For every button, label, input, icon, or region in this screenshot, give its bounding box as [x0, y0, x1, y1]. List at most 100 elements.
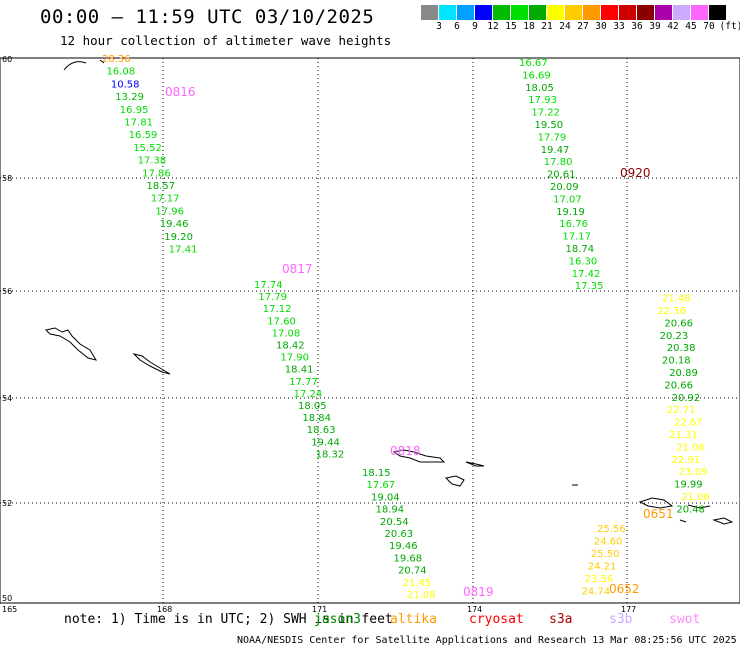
wave-height-value: 18.05: [525, 83, 554, 94]
wave-height-value: 19.99: [674, 480, 703, 491]
wave-height-value: 21.06: [676, 442, 705, 453]
wave-height-value: 17.79: [258, 292, 287, 303]
island-aleutian-h: [679, 519, 687, 523]
wave-height-value: 21.31: [669, 430, 698, 441]
wave-height-value: 18.84: [302, 413, 331, 424]
wave-height-value: 17.80: [544, 157, 573, 168]
wave-height-value: 17.24: [294, 389, 323, 400]
wave-height-value: 19.47: [541, 145, 570, 156]
scale-swatch: [673, 5, 690, 20]
scale-label: 70: [703, 21, 715, 32]
scale-label: 6: [454, 21, 460, 32]
wave-height-value: 24.21: [588, 562, 617, 573]
wave-height-value: 19.68: [394, 553, 423, 564]
wave-height-value: 19.46: [389, 541, 418, 552]
pass-time-label: 0652: [609, 582, 640, 596]
scale-swatch: [475, 5, 492, 20]
scale-label: 42: [667, 21, 679, 32]
wave-height-value: 20.48: [676, 504, 705, 515]
latitude-labels: 60 58 56 54 52 50: [2, 55, 12, 603]
legend-item-s3a: s3a: [549, 612, 573, 627]
wave-height-value: 16.59: [129, 130, 158, 141]
scale-swatch: [511, 5, 528, 20]
wave-height-value: 24.60: [594, 537, 623, 548]
wave-height-value: 10.58: [111, 79, 140, 90]
wave-height-value: 17.81: [124, 118, 153, 129]
scale-label: 9: [472, 21, 478, 32]
longitude-labels: 165 168 171 174 177: [2, 605, 636, 614]
scale-label: 27: [577, 21, 589, 32]
wave-height-value: 18.32: [316, 449, 345, 460]
credit-text: NOAA/NESDIS Center for Satellite Applica…: [237, 635, 737, 646]
lat-label: 50: [2, 594, 12, 603]
scale-label: 15: [505, 21, 517, 32]
map-frame: [0, 57, 740, 604]
scale-label: 12: [487, 21, 499, 32]
wave-height-value: 19.04: [371, 492, 400, 503]
wave-height-value: 18.63: [307, 425, 336, 436]
island-aleutian-a: [392, 449, 446, 463]
scale-swatch: [601, 5, 618, 20]
wave-height-value: 22.91: [672, 455, 701, 466]
lon-label: 177: [621, 605, 636, 614]
wave-height-value: 20.23: [660, 331, 689, 342]
wave-height-value: 20.63: [385, 529, 414, 540]
wave-height-value: 23.56: [585, 574, 614, 585]
wave-height-value: 18.94: [376, 505, 405, 516]
wave-height-value: 17.41: [169, 245, 198, 256]
legend-item-cryosat: cryosat: [469, 612, 524, 627]
wave-height-value: 15.52: [133, 143, 162, 154]
note-text: note: 1) Time is in UTC; 2) SWH is in fe…: [64, 612, 393, 627]
wave-height-value: 17.86: [142, 168, 171, 179]
scale-unit: (ft): [719, 21, 740, 32]
wave-height-value: 17.22: [531, 108, 560, 119]
island-aleutian-e: [638, 497, 674, 509]
lon-label: 171: [312, 605, 327, 614]
wave-height-value: 16.30: [569, 256, 598, 267]
wave-height-value: 16.69: [522, 70, 551, 81]
page-title: 00:00 – 11:59 UTC 03/10/2025: [40, 6, 375, 28]
wave-height-value: 17.77: [289, 377, 318, 388]
scale-label: 24: [559, 21, 571, 32]
wave-height-value: 16.95: [120, 105, 149, 116]
wave-height-value: 17.67: [367, 480, 396, 491]
wave-height-value: 20.92: [672, 393, 701, 404]
island-west: [45, 327, 98, 361]
wave-height-value: 17.35: [575, 281, 604, 292]
scale-swatch: [565, 5, 582, 20]
graticule: [0, 57, 740, 603]
scale-label: 18: [523, 21, 535, 32]
wave-height-value: 17.79: [538, 132, 567, 143]
wave-height-value: 23.09: [679, 467, 708, 478]
wave-height-value: 19.20: [164, 232, 193, 243]
scale-label: 36: [631, 21, 643, 32]
wave-height-value: 21.06: [681, 492, 710, 503]
scale-swatch: [691, 5, 708, 20]
wave-height-value: 19.44: [311, 437, 340, 448]
wave-height-value: 20.18: [662, 356, 691, 367]
scale-label: 30: [595, 21, 607, 32]
wave-height-value: 18.74: [566, 244, 595, 255]
wave-height-value: 16.67: [519, 58, 548, 69]
lat-label: 54: [2, 394, 12, 403]
wave-height-value: 22.67: [674, 418, 703, 429]
lat-label: 52: [2, 499, 12, 508]
wave-height-value: 19.50: [535, 120, 564, 131]
pass-time-label: 0818: [390, 444, 421, 458]
scale-label: 39: [649, 21, 661, 32]
pass-time-label: 0920: [620, 166, 651, 180]
legend-item-swot: swot: [669, 612, 701, 627]
coastline-top: [63, 59, 105, 71]
pass-time-label: 0819: [463, 585, 494, 599]
lat-label: 58: [2, 174, 12, 183]
scale-swatch: [547, 5, 564, 20]
scale-swatch: [529, 5, 546, 20]
wave-height-value: 20.09: [550, 182, 579, 193]
wave-height-value: 20.61: [547, 170, 576, 181]
wave-height-value: 25.56: [597, 524, 626, 535]
scale-swatch: [637, 5, 654, 20]
scale-swatch: [421, 5, 438, 20]
scale-swatch: [619, 5, 636, 20]
wave-height-value: 18.42: [276, 341, 305, 352]
